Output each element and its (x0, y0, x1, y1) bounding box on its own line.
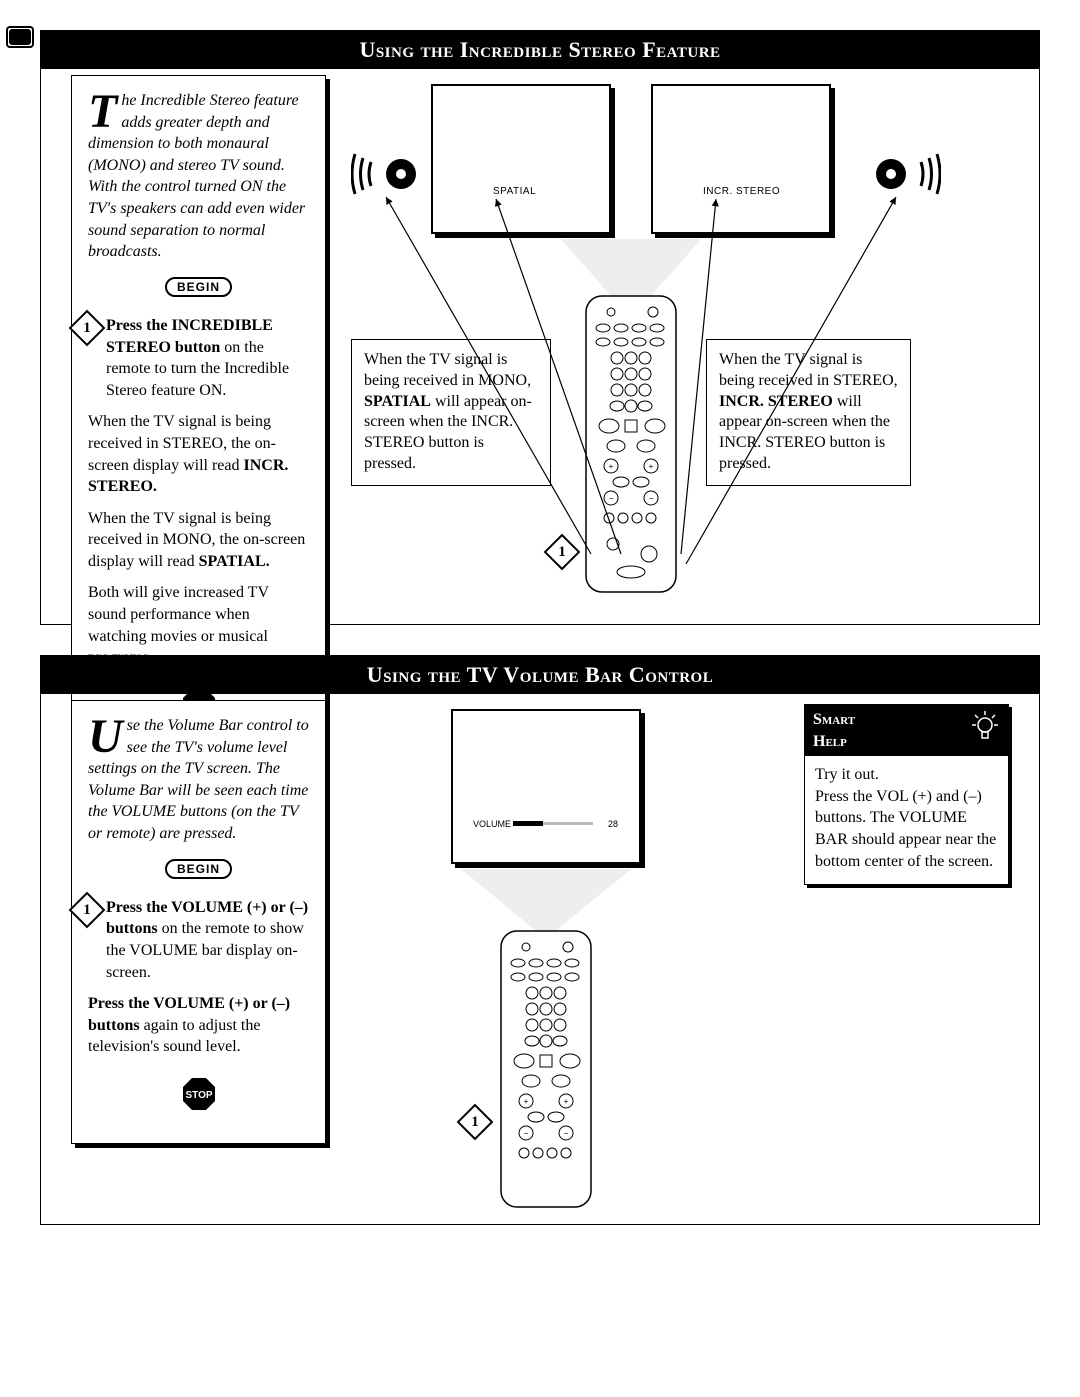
tv-volume: VOLUME 28 (451, 709, 641, 864)
dropcap-2: U (88, 719, 123, 755)
callout-stereo: When the TV signal is being received in … (706, 339, 911, 486)
intro-stereo: T he Incredible Stereo feature adds grea… (88, 90, 309, 263)
section-volume: Using the TV Volume Bar Control U se the… (40, 655, 1040, 1225)
svg-text:−: − (609, 494, 614, 503)
svg-text:+: + (564, 1097, 569, 1106)
para-stereo-spatial: When the TV signal is being received in … (88, 508, 309, 573)
stop-row-2: STOP (88, 1068, 309, 1127)
remote-volume: + + − − (496, 929, 596, 1214)
callout-mono: When the TV signal is being received in … (351, 339, 551, 486)
svg-text:STOP: STOP (185, 1090, 212, 1101)
volume-bar-icon (513, 819, 603, 829)
step-diamond-vol: 1 (69, 891, 106, 928)
section-stereo: Using the Incredible Stereo Feature T he… (40, 30, 1040, 625)
volume-value: 28 (608, 819, 618, 829)
svg-text:−: − (649, 494, 654, 503)
section-body-volume: U se the Volume Bar control to see the T… (41, 694, 1039, 1224)
begin-badge-2: BEGIN (165, 859, 232, 879)
svg-text:+: + (524, 1097, 529, 1106)
volume-word: VOLUME (473, 819, 511, 829)
speaker-left-icon (351, 144, 421, 204)
intro-text: he Incredible Stereo feature adds greate… (88, 92, 305, 260)
section-header-volume: Using the TV Volume Bar Control (41, 656, 1039, 694)
begin-badge: BEGIN (165, 277, 232, 297)
step-1: 1 Press the INCREDIBLE STEREO button on … (88, 315, 309, 401)
stop-badge-2: STOP (181, 1076, 217, 1112)
lightbulb-icon (968, 709, 1002, 743)
section-body-stereo: T he Incredible Stereo feature adds grea… (41, 69, 1039, 624)
tv-icon (5, 25, 35, 51)
svg-text:−: − (524, 1129, 529, 1138)
speaker-right-icon (871, 144, 941, 204)
svg-text:−: − (564, 1129, 569, 1138)
dropcap: T (88, 94, 117, 130)
tv-left: SPATIAL (431, 84, 611, 234)
remote-step-mark: 1 (563, 539, 589, 565)
section-header-stereo: Using the Incredible Stereo Feature (41, 31, 1039, 69)
step-diamond-1: 1 (69, 310, 106, 347)
smart-help-header: Smart Help (805, 705, 1008, 756)
para-stereo-incr: When the TV signal is being received in … (88, 411, 309, 497)
smart-help-body: Try it out. Press the VOL (+) and (–) bu… (805, 756, 1008, 884)
instructions-volume: U se the Volume Bar control to see the T… (71, 700, 326, 1144)
svg-text:+: + (609, 462, 614, 471)
smart-help: Smart Help Try it out. Press the VOL (+)… (804, 704, 1009, 885)
remote-step-mark-2: 1 (476, 1109, 502, 1135)
tv-right: INCR. STEREO (651, 84, 831, 234)
instructions-stereo: T he Incredible Stereo feature adds grea… (71, 75, 326, 754)
tv-left-label: SPATIAL (493, 186, 536, 197)
remote-stereo: + + − − (581, 294, 681, 599)
svg-text:+: + (649, 462, 654, 471)
tv-right-label: INCR. STEREO (703, 186, 780, 197)
step-1-vol: 1 Press the VOLUME (+) or (–) buttons on… (88, 897, 309, 983)
intro-volume: U se the Volume Bar control to see the T… (88, 715, 309, 845)
vol-para2: Press the VOLUME (+) or (–) buttons agai… (88, 993, 309, 1058)
